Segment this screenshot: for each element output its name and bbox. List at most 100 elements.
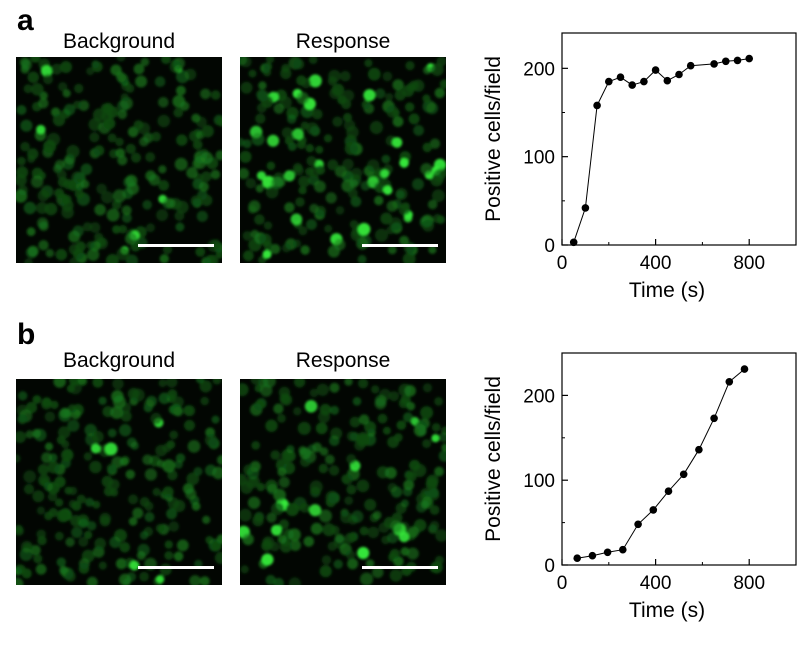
cell [62, 157, 75, 170]
cell [387, 532, 399, 544]
cell [191, 113, 201, 123]
x-tick-label: 400 [640, 573, 672, 594]
cell [427, 199, 438, 210]
cell [306, 155, 317, 167]
cell [175, 222, 185, 232]
cell [119, 424, 132, 437]
cell [356, 432, 370, 445]
cell [56, 509, 70, 523]
cell [200, 396, 209, 406]
cell [112, 395, 126, 409]
cell [37, 464, 49, 476]
cell [131, 388, 145, 402]
image-title-response-b: Response [295, 349, 391, 372]
cell [20, 119, 33, 132]
cell [75, 241, 86, 252]
cell [299, 447, 311, 460]
cell [245, 476, 259, 489]
cell [78, 100, 90, 111]
cell [169, 430, 179, 440]
cell [26, 227, 36, 237]
cell [251, 441, 261, 450]
data-point [733, 56, 742, 65]
cell [243, 250, 254, 262]
cell [246, 466, 260, 480]
cell [422, 383, 433, 393]
cell [431, 189, 445, 203]
cell [107, 428, 117, 438]
data-point [686, 61, 695, 70]
plot-frame [561, 352, 797, 566]
cell [175, 85, 186, 96]
cell [375, 184, 385, 194]
cell [140, 57, 150, 67]
data-point [695, 445, 703, 454]
cell [167, 470, 178, 481]
cell [256, 171, 266, 181]
cell [108, 479, 120, 491]
x-axis-title: Time (s) [629, 599, 705, 622]
cell [157, 114, 171, 128]
cell [210, 169, 221, 180]
cell [405, 102, 415, 112]
cell [391, 137, 403, 148]
cell [68, 499, 77, 509]
cell [109, 536, 121, 549]
cell [277, 534, 287, 544]
cell [290, 213, 303, 226]
cell [422, 496, 433, 507]
cell [382, 71, 393, 82]
cell [43, 139, 57, 153]
cell [271, 502, 284, 516]
cell [327, 76, 338, 86]
cell [129, 560, 140, 571]
cell [309, 388, 319, 398]
cell [357, 222, 371, 236]
cell [325, 497, 336, 508]
cell [200, 171, 212, 182]
data-point [581, 204, 590, 212]
data-point [634, 520, 642, 529]
data-point [722, 57, 730, 66]
cell [196, 210, 208, 222]
cell [300, 245, 310, 255]
cell [30, 57, 40, 63]
cell [374, 195, 384, 206]
cell [55, 531, 64, 541]
data-point [573, 554, 581, 562]
cell [58, 82, 68, 92]
cell [173, 499, 186, 512]
cell [202, 515, 211, 524]
cell [16, 189, 28, 203]
cell [173, 551, 184, 562]
cell [332, 116, 343, 127]
cell [23, 484, 35, 495]
cell [429, 138, 441, 149]
cell [212, 379, 222, 385]
cell [371, 385, 380, 394]
cell [191, 501, 201, 511]
y-axis-title: Positive cells/field [482, 56, 505, 222]
cell [47, 461, 60, 474]
cell [285, 502, 299, 517]
cell [199, 380, 212, 393]
cell [401, 202, 410, 211]
cell [156, 209, 169, 222]
cell [116, 57, 126, 62]
cell [92, 379, 104, 388]
cell [173, 107, 184, 118]
cell [356, 479, 370, 493]
cell [19, 57, 30, 68]
cell [280, 394, 293, 406]
cell [86, 576, 98, 585]
cell [121, 213, 132, 223]
cell [67, 404, 77, 413]
cell [288, 528, 301, 542]
y-axis-title: Positive cells/field [482, 376, 505, 542]
cell [158, 180, 170, 191]
cell [288, 577, 301, 585]
cell [265, 57, 275, 64]
cell [409, 459, 421, 471]
cell [155, 523, 165, 533]
cell [93, 145, 105, 156]
